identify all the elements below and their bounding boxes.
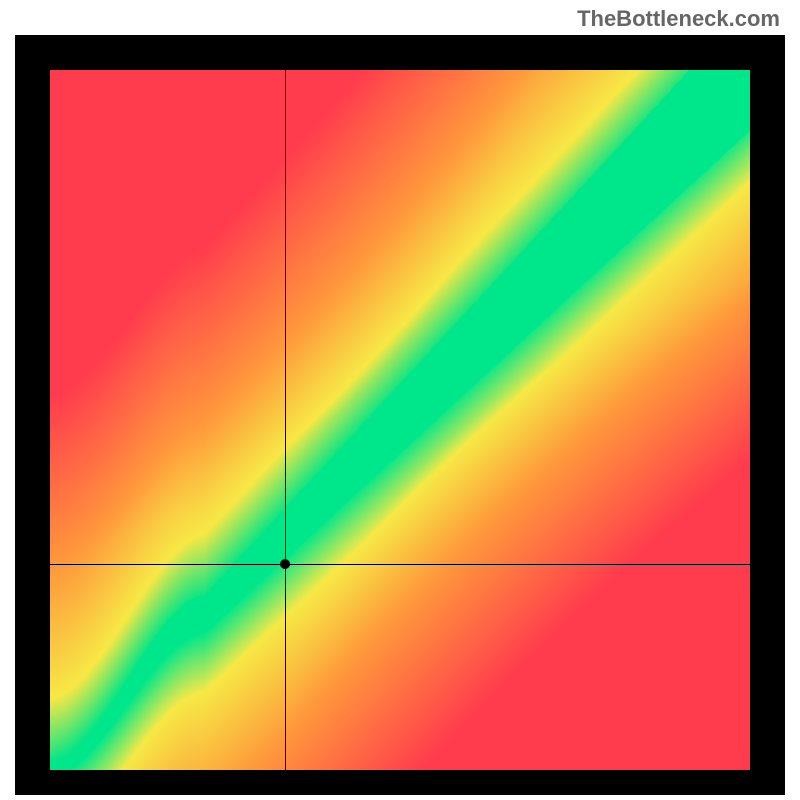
crosshair-horizontal — [50, 564, 750, 565]
selection-marker — [280, 559, 290, 569]
bottleneck-heatmap — [50, 70, 750, 770]
chart-frame — [15, 35, 785, 795]
attribution-label: TheBottleneck.com — [577, 6, 780, 32]
heatmap-canvas — [50, 70, 750, 770]
chart-container: TheBottleneck.com — [0, 0, 800, 800]
crosshair-vertical — [285, 70, 286, 770]
